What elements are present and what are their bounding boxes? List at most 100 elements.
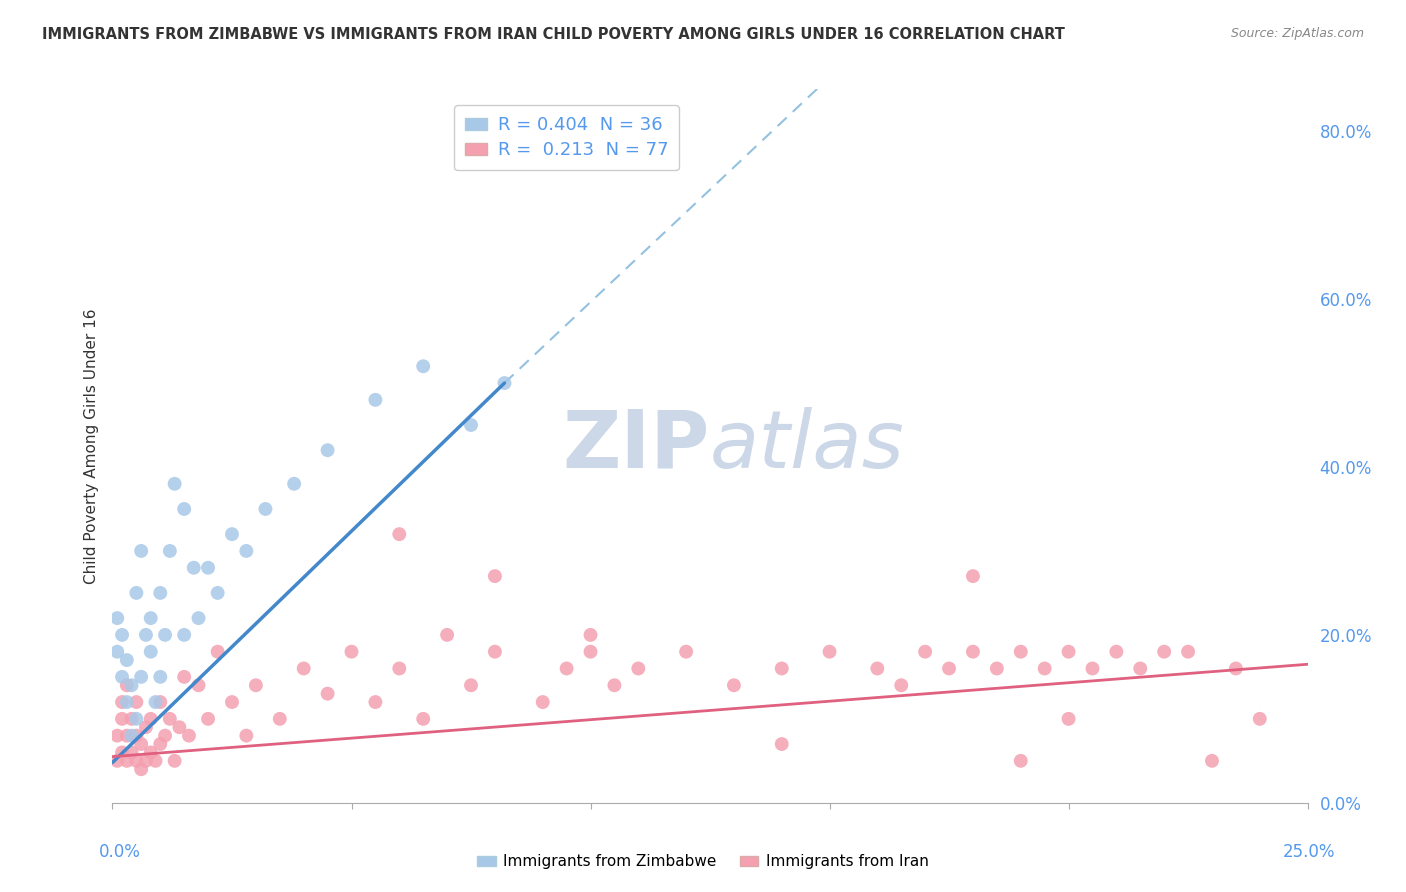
Point	[962, 569, 984, 583]
Point	[121, 729, 143, 743]
Point	[121, 746, 143, 760]
Point	[235, 544, 257, 558]
Point	[818, 645, 841, 659]
Point	[129, 762, 152, 776]
Point	[125, 754, 148, 768]
Point	[135, 754, 157, 768]
Point	[1201, 754, 1223, 768]
Point	[412, 712, 434, 726]
Point	[105, 729, 128, 743]
Point	[235, 729, 257, 743]
Point	[1153, 645, 1175, 659]
Point	[111, 746, 134, 760]
Point	[153, 628, 176, 642]
Point	[115, 754, 138, 768]
Point	[173, 670, 195, 684]
Point	[159, 712, 181, 726]
Point	[579, 628, 602, 642]
Point	[173, 502, 195, 516]
Point	[139, 645, 162, 659]
Point	[149, 670, 172, 684]
Point	[245, 678, 267, 692]
Text: atlas: atlas	[710, 407, 905, 485]
Point	[221, 695, 243, 709]
Point	[139, 712, 162, 726]
Point	[292, 661, 315, 675]
Point	[207, 645, 229, 659]
Point	[316, 687, 339, 701]
Point	[145, 695, 167, 709]
Point	[938, 661, 960, 675]
Text: IMMIGRANTS FROM ZIMBABWE VS IMMIGRANTS FROM IRAN CHILD POVERTY AMONG GIRLS UNDER: IMMIGRANTS FROM ZIMBABWE VS IMMIGRANTS F…	[42, 27, 1066, 42]
Point	[484, 569, 506, 583]
Point	[159, 544, 181, 558]
Point	[221, 527, 243, 541]
Point	[283, 476, 305, 491]
Point	[105, 645, 128, 659]
Point	[121, 678, 143, 692]
Point	[388, 527, 411, 541]
Legend: R = 0.404  N = 36, R =  0.213  N = 77: R = 0.404 N = 36, R = 0.213 N = 77	[454, 105, 679, 170]
Point	[254, 502, 277, 516]
Point	[163, 754, 186, 768]
Point	[129, 737, 152, 751]
Point	[412, 359, 434, 374]
Point	[914, 645, 936, 659]
Point	[962, 645, 984, 659]
Point	[603, 678, 626, 692]
Point	[269, 712, 291, 726]
Point	[723, 678, 745, 692]
Point	[460, 417, 482, 432]
Point	[770, 661, 793, 675]
Point	[183, 560, 205, 574]
Y-axis label: Child Poverty Among Girls Under 16: Child Poverty Among Girls Under 16	[83, 309, 98, 583]
Point	[135, 720, 157, 734]
Point	[187, 611, 209, 625]
Point	[139, 611, 162, 625]
Point	[169, 720, 191, 734]
Point	[675, 645, 697, 659]
Point	[111, 695, 134, 709]
Legend: Immigrants from Zimbabwe, Immigrants from Iran: Immigrants from Zimbabwe, Immigrants fro…	[471, 848, 935, 875]
Point	[173, 628, 195, 642]
Point	[1225, 661, 1247, 675]
Point	[187, 678, 209, 692]
Point	[579, 645, 602, 659]
Point	[197, 712, 219, 726]
Point	[125, 712, 148, 726]
Point	[1105, 645, 1128, 659]
Point	[866, 661, 889, 675]
Point	[149, 695, 172, 709]
Point	[1057, 645, 1080, 659]
Point	[129, 544, 152, 558]
Point	[135, 628, 157, 642]
Point	[111, 712, 134, 726]
Point	[207, 586, 229, 600]
Text: ZIP: ZIP	[562, 407, 710, 485]
Point	[115, 653, 138, 667]
Point	[364, 695, 387, 709]
Point	[1010, 754, 1032, 768]
Point	[340, 645, 363, 659]
Point	[145, 754, 167, 768]
Point	[1129, 661, 1152, 675]
Point	[1249, 712, 1271, 726]
Point	[197, 560, 219, 574]
Point	[153, 729, 176, 743]
Point	[986, 661, 1008, 675]
Point	[125, 729, 148, 743]
Point	[460, 678, 482, 692]
Point	[149, 586, 172, 600]
Point	[494, 376, 516, 390]
Point	[890, 678, 912, 692]
Point	[1010, 645, 1032, 659]
Point	[555, 661, 578, 675]
Point	[177, 729, 200, 743]
Point	[531, 695, 554, 709]
Point	[125, 586, 148, 600]
Point	[316, 443, 339, 458]
Point	[364, 392, 387, 407]
Point	[1177, 645, 1199, 659]
Point	[149, 737, 172, 751]
Point	[105, 754, 128, 768]
